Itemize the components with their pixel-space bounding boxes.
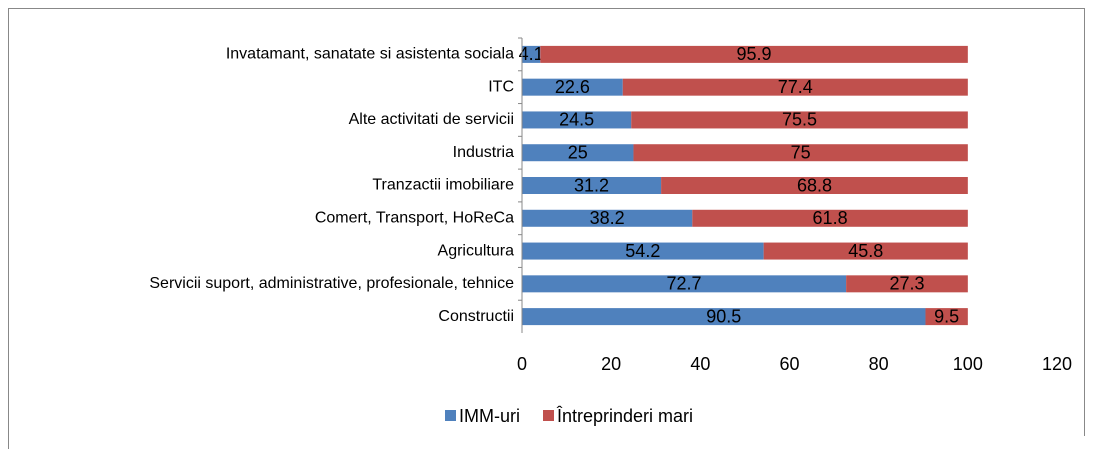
bar-segment <box>522 242 764 260</box>
bar-segment <box>633 144 968 162</box>
y-tick-label: Agricultura <box>438 242 515 259</box>
bar-segment <box>622 78 968 96</box>
legend-swatch <box>543 410 554 421</box>
bar-segment <box>661 177 968 194</box>
y-tick-label: Comert, Transport, HoReCa <box>315 209 514 226</box>
data-label: 24.5 <box>559 110 594 130</box>
bar-segment <box>846 275 968 293</box>
x-tick-label: 20 <box>601 354 621 374</box>
x-tick-label: 0 <box>517 354 527 374</box>
data-label: 90.5 <box>706 306 741 326</box>
x-tick-label: 40 <box>690 354 710 374</box>
data-label: 61.8 <box>813 208 848 228</box>
x-tick-label: 60 <box>779 354 799 374</box>
bar-segment <box>692 209 968 227</box>
chart-border <box>8 8 1085 449</box>
data-label: 22.6 <box>555 77 590 97</box>
data-label: 72.7 <box>667 274 702 294</box>
bar-segment <box>631 111 968 129</box>
y-tick-label: Constructii <box>438 308 514 325</box>
bar-segment <box>522 308 926 326</box>
y-tick-label: ITC <box>488 78 514 95</box>
legend-label: IMM-uri <box>459 406 520 426</box>
data-label: 25 <box>568 142 588 162</box>
data-label: 75 <box>791 142 811 162</box>
y-tick-label: Tranzactii imobiliare <box>372 177 514 194</box>
data-label: 38.2 <box>590 208 625 228</box>
y-tick-label: Alte activitati de servicii <box>349 111 514 128</box>
data-label: 9.5 <box>934 306 959 326</box>
data-label: 54.2 <box>625 241 660 261</box>
bar-segment <box>522 45 541 63</box>
data-label: 68.8 <box>797 175 832 195</box>
bar-segment <box>925 308 968 326</box>
x-tick-label: 80 <box>869 354 889 374</box>
bar-segment <box>522 78 623 96</box>
bar-segment <box>522 111 632 129</box>
legend-label: Întreprinderi mari <box>556 406 693 426</box>
data-label: 45.8 <box>848 241 883 261</box>
bar-segment <box>522 275 847 293</box>
bar-segment <box>522 209 693 227</box>
legend-swatch <box>445 410 456 421</box>
data-label: 4.1 <box>519 44 544 64</box>
y-tick-label: Invatamant, sanatate si asistenta social… <box>226 46 514 63</box>
bar-segment <box>522 177 662 194</box>
bar-segment <box>522 144 634 162</box>
y-tick-label: Industria <box>453 144 514 161</box>
data-label: 77.4 <box>778 77 813 97</box>
data-label: 75.5 <box>782 110 817 130</box>
data-label: 27.3 <box>889 274 924 294</box>
data-label: 31.2 <box>574 175 609 195</box>
bar-segment <box>763 242 968 260</box>
bar-segment <box>540 45 968 63</box>
x-tick-label: 120 <box>1042 354 1072 374</box>
y-tick-label: Servicii suport, administrative, profesi… <box>149 275 514 292</box>
x-tick-label: 100 <box>953 354 983 374</box>
data-label: 95.9 <box>737 44 772 64</box>
